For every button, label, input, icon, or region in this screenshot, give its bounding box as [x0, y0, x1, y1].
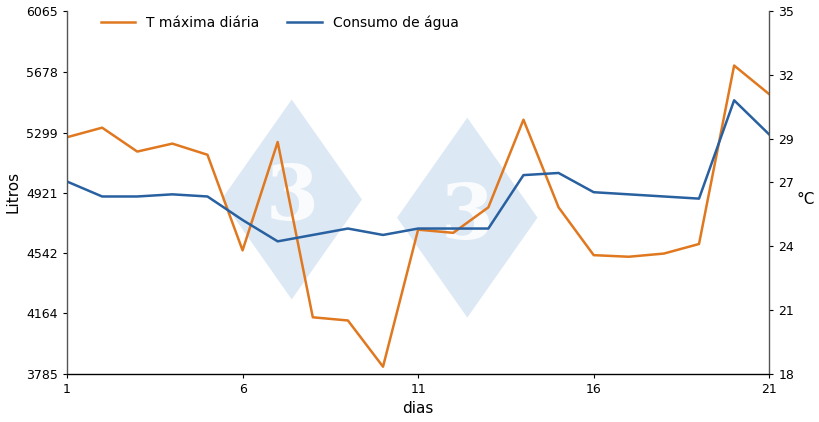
Polygon shape: [221, 100, 361, 299]
T máxima diária: [518, 117, 527, 122]
Polygon shape: [396, 118, 536, 317]
T máxima diária: [588, 253, 598, 258]
T máxima diária: [658, 251, 668, 256]
T máxima diária: [342, 318, 352, 323]
T máxima diária: [238, 248, 247, 253]
Consumo de água: [62, 179, 72, 184]
Y-axis label: Litros: Litros: [6, 171, 20, 213]
Consumo de água: [693, 196, 703, 201]
T máxima diária: [728, 63, 738, 68]
T máxima diária: [307, 315, 317, 320]
T máxima diária: [553, 205, 563, 210]
Consumo de água: [553, 170, 563, 176]
T máxima diária: [132, 149, 142, 154]
Consumo de água: [658, 194, 668, 199]
Consumo de água: [623, 192, 633, 197]
T máxima diária: [623, 254, 633, 259]
T máxima diária: [62, 135, 72, 140]
Consumo de água: [273, 239, 283, 244]
Line: Consumo de água: Consumo de água: [67, 100, 768, 241]
Consumo de água: [307, 233, 317, 238]
Y-axis label: °C: °C: [795, 192, 813, 207]
Consumo de água: [97, 194, 107, 199]
Consumo de água: [413, 226, 423, 231]
Line: T máxima diária: T máxima diária: [67, 65, 768, 367]
T máxima diária: [378, 364, 387, 369]
Text: 3: 3: [265, 162, 318, 236]
T máxima diária: [448, 230, 458, 235]
Consumo de água: [167, 192, 177, 197]
Consumo de água: [588, 189, 598, 195]
Consumo de água: [448, 226, 458, 231]
T máxima diária: [693, 241, 703, 246]
Consumo de água: [202, 194, 212, 199]
T máxima diária: [413, 227, 423, 232]
T máxima diária: [202, 152, 212, 157]
Consumo de água: [518, 173, 527, 178]
Consumo de água: [132, 194, 142, 199]
T máxima diária: [97, 125, 107, 130]
Consumo de água: [378, 233, 387, 238]
Consumo de água: [342, 226, 352, 231]
T máxima diária: [763, 92, 773, 97]
Legend: T máxima diária, Consumo de água: T máxima diária, Consumo de água: [95, 10, 464, 36]
T máxima diária: [167, 141, 177, 146]
Text: 3: 3: [441, 181, 493, 254]
Consumo de água: [238, 217, 247, 222]
Consumo de água: [483, 226, 493, 231]
X-axis label: dias: dias: [402, 401, 433, 417]
T máxima diária: [273, 140, 283, 145]
T máxima diária: [483, 205, 493, 210]
Consumo de água: [763, 132, 773, 137]
Consumo de água: [728, 98, 738, 103]
